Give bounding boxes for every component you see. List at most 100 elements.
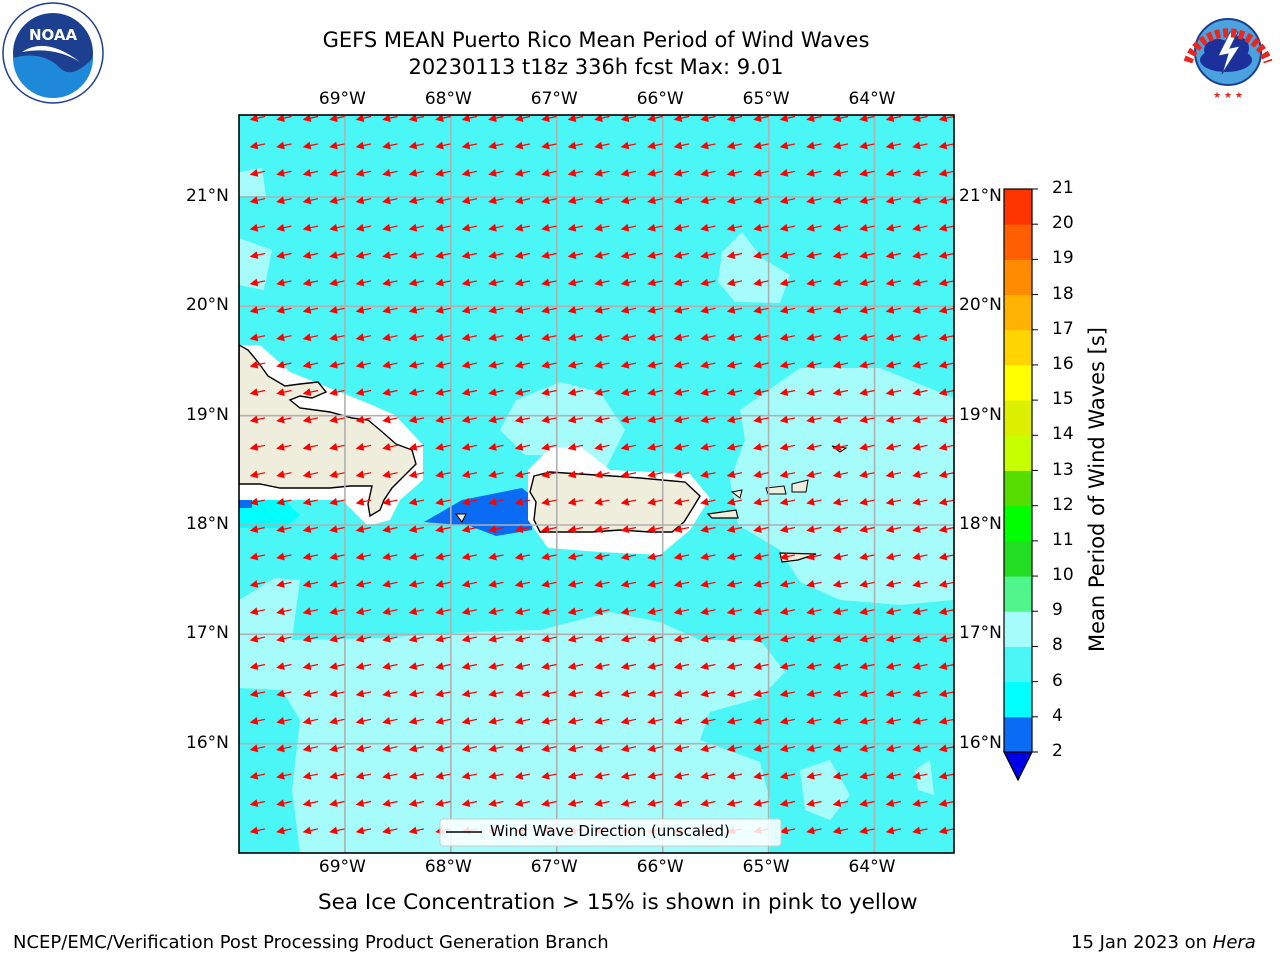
wind-wave-arrow bbox=[408, 826, 425, 835]
wind-wave-arrow bbox=[594, 333, 610, 342]
wind-wave-arrow bbox=[912, 306, 928, 314]
wind-wave-arrow bbox=[541, 799, 557, 807]
wind-wave-arrow bbox=[594, 497, 610, 506]
wind-wave-arrow bbox=[408, 470, 425, 479]
wind-wave-arrow bbox=[673, 580, 690, 588]
wind-wave-arrow bbox=[302, 251, 319, 259]
wind-wave-arrow bbox=[461, 689, 478, 698]
wind-wave-arrow bbox=[620, 196, 637, 205]
wind-wave-arrow bbox=[647, 662, 663, 670]
wind-wave-arrow bbox=[753, 717, 769, 725]
wind-wave-arrow bbox=[435, 717, 451, 725]
wind-wave-arrow bbox=[806, 251, 822, 259]
wind-wave-arrow bbox=[726, 333, 743, 342]
wind-wave-arrow bbox=[567, 580, 584, 588]
wind-wave-arrow bbox=[567, 223, 584, 232]
wind-wave-arrow bbox=[673, 662, 690, 670]
wind-wave-arrow bbox=[806, 278, 822, 287]
wind-wave-arrow bbox=[885, 634, 902, 643]
wind-wave-arrow bbox=[647, 306, 663, 314]
wind-wave-arrow bbox=[355, 826, 372, 835]
wind-wave-arrow bbox=[594, 415, 610, 424]
wind-wave-arrow bbox=[779, 360, 796, 369]
wind-wave-arrow bbox=[302, 717, 319, 725]
wind-wave-arrow bbox=[806, 388, 822, 396]
wind-wave-arrow bbox=[912, 333, 928, 342]
wind-wave-arrow bbox=[329, 115, 345, 122]
wind-wave-arrow bbox=[912, 634, 928, 643]
wind-wave-arrow bbox=[647, 580, 663, 588]
wind-wave-arrow bbox=[912, 251, 928, 259]
wind-wave-arrow bbox=[329, 689, 345, 698]
wind-wave-arrow bbox=[249, 552, 266, 561]
wind-wave-arrow bbox=[806, 415, 822, 424]
map-frame bbox=[238, 114, 955, 854]
wind-wave-arrow bbox=[567, 115, 584, 122]
footer-branch: NCEP/EMC/Verification Post Processing Pr… bbox=[13, 932, 609, 953]
wind-wave-arrow bbox=[700, 360, 716, 369]
wind-wave-arrow bbox=[832, 607, 849, 616]
wind-wave-arrow bbox=[938, 115, 954, 122]
wind-wave-arrow bbox=[329, 634, 345, 643]
wind-wave-arrow bbox=[647, 689, 663, 698]
wind-wave-arrow bbox=[700, 278, 716, 287]
wind-wave-arrow bbox=[859, 497, 875, 506]
wind-wave-arrow bbox=[541, 771, 557, 780]
wind-wave-arrow bbox=[673, 771, 690, 780]
wind-wave-arrow bbox=[514, 497, 531, 506]
wind-wave-arrow bbox=[647, 799, 663, 807]
wind-wave-arrow bbox=[329, 580, 345, 588]
wind-wave-arrow bbox=[302, 799, 319, 807]
wind-wave-arrow bbox=[567, 360, 584, 369]
wind-wave-arrow bbox=[753, 580, 769, 588]
lon-tick-bottom: 67°W bbox=[530, 857, 578, 877]
wind-wave-arrow bbox=[302, 580, 319, 588]
wind-wave-arrow bbox=[249, 223, 266, 232]
lon-tick-top: 65°W bbox=[742, 89, 790, 109]
wind-wave-arrow bbox=[302, 826, 319, 835]
lon-tick-bottom: 69°W bbox=[318, 857, 366, 877]
wind-wave-arrow bbox=[779, 306, 796, 314]
wind-wave-arrow bbox=[912, 470, 928, 479]
wind-wave-arrow bbox=[832, 580, 849, 588]
wind-wave-arrow bbox=[408, 169, 425, 177]
wind-wave-arrow bbox=[302, 360, 319, 369]
wind-wave-arrow bbox=[276, 662, 292, 670]
wind-wave-arrow bbox=[249, 169, 266, 177]
wind-wave-arrow bbox=[726, 717, 743, 725]
wind-wave-arrow bbox=[329, 717, 345, 725]
wind-wave-arrow bbox=[620, 497, 637, 506]
wind-wave-arrow bbox=[620, 443, 637, 451]
wind-wave-arrow bbox=[885, 169, 902, 177]
wind-wave-arrow bbox=[726, 141, 743, 150]
wind-wave-arrow bbox=[408, 443, 425, 451]
wind-wave-arrow bbox=[779, 443, 796, 451]
wind-wave-arrow bbox=[488, 689, 504, 698]
wind-wave-arrow bbox=[885, 115, 902, 122]
wind-wave-arrow bbox=[567, 196, 584, 205]
wind-wave-arrow bbox=[700, 634, 716, 643]
wind-wave-arrow bbox=[832, 662, 849, 670]
colorbar-tick-label: 4 bbox=[1052, 705, 1063, 726]
wind-wave-arrow bbox=[832, 115, 849, 122]
wind-wave-arrow bbox=[832, 497, 849, 506]
lat-tick-left: 17°N bbox=[186, 623, 229, 644]
wind-wave-arrow bbox=[673, 744, 690, 753]
wind-wave-arrow bbox=[647, 744, 663, 753]
wind-wave-arrow bbox=[726, 415, 743, 424]
wind-wave-arrow bbox=[302, 141, 319, 150]
wind-wave-arrow bbox=[753, 169, 769, 177]
lat-tick-right: 21°N bbox=[959, 186, 1002, 206]
footer-date: 15 Jan 2023 on Hera bbox=[1071, 932, 1256, 953]
wind-wave-arrow bbox=[673, 360, 690, 369]
wind-wave-arrow bbox=[859, 360, 875, 369]
wind-wave-arrow bbox=[700, 306, 716, 314]
wind-wave-arrow bbox=[673, 689, 690, 698]
wind-wave-arrow bbox=[276, 115, 292, 122]
wind-wave-arrow bbox=[912, 223, 928, 232]
wind-wave-arrow bbox=[700, 388, 716, 396]
colorbar-segment bbox=[1004, 224, 1032, 260]
wind-wave-arrow bbox=[408, 141, 425, 150]
wind-wave-arrow bbox=[541, 607, 557, 616]
wind-wave-arrow bbox=[594, 169, 610, 177]
